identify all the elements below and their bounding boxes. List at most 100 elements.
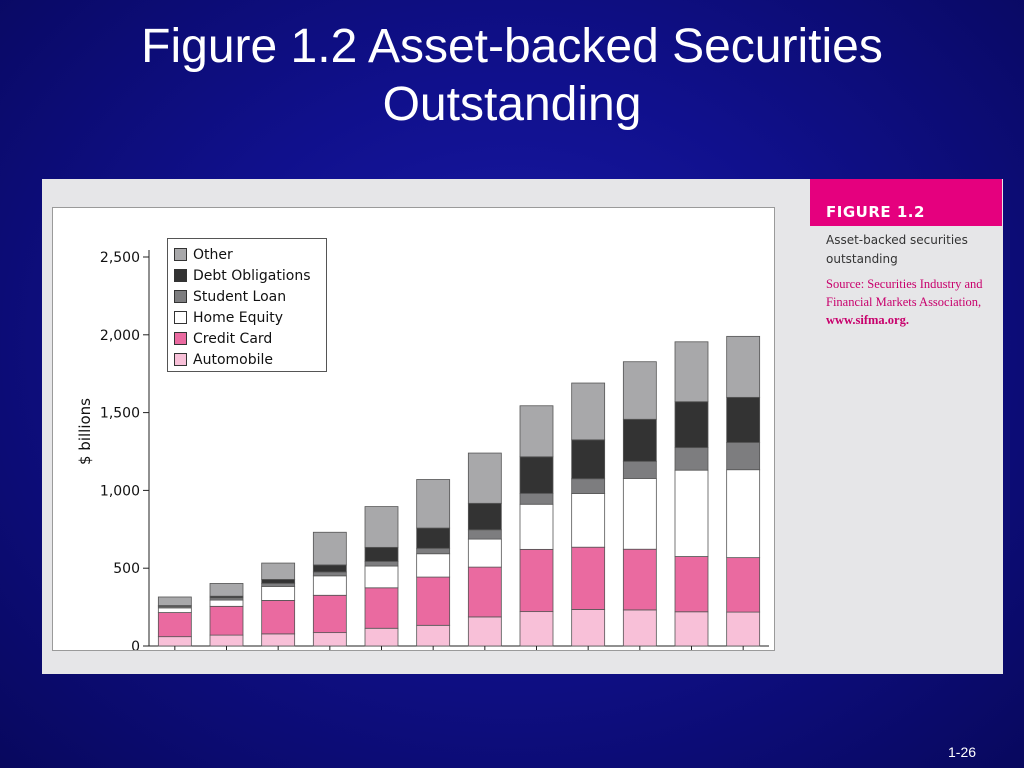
bar-segment-other-2001 (467, 452, 502, 504)
bar-segment-debt-obligations-2004 (622, 418, 657, 462)
bar-segment-home-equity-1996 (209, 599, 244, 607)
bar-segment-credit-card-1998 (312, 594, 347, 634)
legend-label: Debt Obligations (193, 267, 311, 284)
bar-segment-other-2003 (571, 382, 606, 441)
legend-swatch (174, 353, 187, 366)
caption-source-text: Source: Securities Industry and Financia… (826, 277, 983, 309)
title-line-1: Figure 1.2 Asset-backed Securities (141, 20, 883, 73)
bar-segment-student-loan-2003 (571, 478, 606, 494)
bar-segment-other-1996 (209, 583, 244, 597)
bar-segment-other-2002 (519, 405, 554, 458)
bar-segment-student-loan-1997 (261, 582, 296, 587)
bar-segment-credit-card-2002 (519, 548, 554, 613)
legend-label: Home Equity (193, 309, 284, 326)
slide-number: 1-26 (948, 744, 977, 760)
bar-segment-other-1998 (312, 531, 347, 566)
bar-segment-debt-obligations-2000 (416, 527, 451, 549)
bar-segment-student-loan-2001 (467, 529, 502, 540)
legend-item-credit-card: Credit Card (174, 328, 320, 349)
bar-segment-debt-obligations-1997 (261, 579, 296, 584)
y-tick-label: 500 (113, 561, 140, 577)
bar-segment-debt-obligations-2003 (571, 439, 606, 480)
bar-segment-student-loan-2002 (519, 492, 554, 505)
caption-figure-label: FIGURE 1.2 (826, 203, 925, 221)
legend-label: Credit Card (193, 330, 273, 347)
chart-legend: Other Debt Obligations Student Loan Home Eq… (167, 238, 327, 372)
bar-segment-home-equity-1998 (312, 575, 347, 596)
bar-segment-automobile-1996 (209, 634, 244, 647)
bar-segment-student-loan-2005 (674, 447, 709, 471)
bar-segment-student-loan-1999 (364, 560, 399, 567)
bar-segment-home-equity-1995 (157, 607, 192, 613)
title-line-2: Outstanding (382, 78, 642, 131)
bar-segment-home-equity-2002 (519, 503, 554, 550)
legend-label: Other (193, 246, 233, 263)
bar-segment-debt-obligations-1998 (312, 564, 347, 573)
bar-segment-debt-obligations-2001 (467, 502, 502, 531)
bar-segment-home-equity-1999 (364, 565, 399, 589)
bar-segment-other-1999 (364, 506, 399, 548)
bar-segment-debt-obligations-1999 (364, 546, 399, 562)
legend-item-automobile: Automobile (174, 349, 320, 370)
bar-segment-credit-card-2000 (416, 576, 451, 626)
y-tick-label: 1,000 (100, 483, 140, 499)
bar-segment-automobile-2002 (519, 611, 554, 647)
bar-segment-automobile-2003 (571, 609, 606, 647)
legend-swatch (174, 269, 187, 282)
bar-segment-home-equity-2000 (416, 553, 451, 578)
slide-title: Figure 1.2 Asset-backed Securities Outst… (40, 18, 984, 134)
bar-segment-home-equity-2006 (726, 469, 761, 559)
bar-segment-other-1997 (261, 562, 296, 580)
caption-source-link[interactable]: www.sifma.org. (826, 313, 909, 327)
bar-segment-automobile-1998 (312, 632, 347, 647)
bar-segment-automobile-2000 (416, 624, 451, 647)
bar-segment-credit-card-2004 (622, 548, 657, 611)
y-tick-label: 0 (131, 639, 140, 650)
legend-item-student-loan: Student Loan (174, 286, 320, 307)
bar-segment-automobile-1997 (261, 633, 296, 647)
bar-segment-credit-card-2006 (726, 557, 761, 613)
bar-segment-student-loan-2006 (726, 442, 761, 471)
bar-segment-automobile-2004 (622, 609, 657, 647)
bar-segment-debt-obligations-2006 (726, 396, 761, 443)
bar-segment-student-loan-2004 (622, 460, 657, 479)
legend-item-home-equity: Home Equity (174, 307, 320, 328)
caption-source: Source: Securities Industry and Financia… (826, 275, 1000, 329)
y-tick-label: 2,000 (100, 328, 140, 344)
bar-segment-other-1995 (157, 596, 192, 606)
bar-segment-automobile-2006 (726, 611, 761, 647)
legend-label: Automobile (193, 351, 273, 368)
bar-segment-home-equity-2001 (467, 538, 502, 568)
legend-swatch (174, 311, 187, 324)
legend-swatch (174, 248, 187, 261)
legend-item-debt-obligations: Debt Obligations (174, 265, 320, 286)
bar-segment-automobile-2001 (467, 616, 502, 647)
bar-segment-other-2005 (674, 341, 709, 403)
bar-segment-credit-card-2001 (467, 566, 502, 618)
legend-label: Student Loan (193, 288, 287, 305)
bar-segment-credit-card-1997 (261, 600, 296, 635)
bar-segment-automobile-1999 (364, 627, 399, 647)
y-tick-label: 1,500 (100, 406, 140, 422)
y-axis-label: $ billions (76, 398, 94, 465)
bar-segment-home-equity-2003 (571, 493, 606, 548)
bar-segment-credit-card-2005 (674, 556, 709, 613)
bar-segment-credit-card-2003 (571, 546, 606, 610)
y-tick-label: 2,500 (100, 250, 140, 266)
bar-segment-debt-obligations-2005 (674, 401, 709, 449)
bar-segment-other-2004 (622, 361, 657, 420)
bar-segment-home-equity-2005 (674, 469, 709, 557)
bar-segment-automobile-2005 (674, 611, 709, 647)
bar-segment-debt-obligations-2002 (519, 456, 554, 494)
caption-description: Asset-backed securities outstanding (826, 233, 968, 266)
caption-band: FIGURE 1.2 (810, 179, 1002, 226)
bar-segment-credit-card-1996 (209, 605, 244, 636)
bar-segment-automobile-1995 (157, 636, 192, 647)
legend-swatch (174, 332, 187, 345)
figure-caption: FIGURE 1.2 Asset-backed securities outst… (810, 179, 1003, 674)
legend-item-other: Other (174, 244, 320, 265)
bar-segment-other-2000 (416, 479, 451, 529)
